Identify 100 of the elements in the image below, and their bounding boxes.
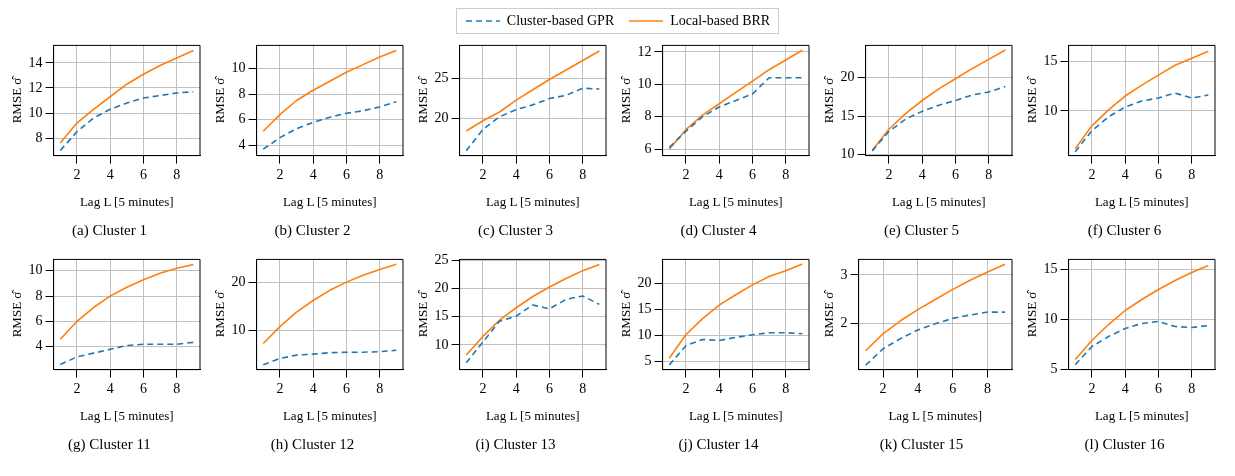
x-tick-label: 8 xyxy=(375,166,383,182)
x-tick-label: 6 xyxy=(342,166,350,182)
y-axis-title: RMSE σ̂ xyxy=(414,288,430,338)
x-tick-label: 8 xyxy=(1187,380,1195,396)
x-axis-title: Lag L [5 minutes] xyxy=(1094,193,1189,209)
y-tick-label: 15 xyxy=(1043,261,1058,277)
x-tick-label: 6 xyxy=(1154,166,1162,182)
x-axis-title: Lag L [5 minutes] xyxy=(688,193,783,209)
x-tick-label: 2 xyxy=(681,380,689,396)
y-tick-label: 3 xyxy=(840,266,848,282)
x-tick-label: 2 xyxy=(1087,380,1095,396)
x-tick-label: 8 xyxy=(172,380,180,396)
legend-label: Local-based BRR xyxy=(670,13,771,29)
legend-label: Cluster-based GPR xyxy=(506,13,615,29)
y-tick-label: 6 xyxy=(35,313,43,329)
y-axis-title: RMSE σ̂ xyxy=(211,288,227,338)
line-series xyxy=(58,90,194,152)
text: (i) Cluster 13 xyxy=(475,436,556,454)
line-series xyxy=(667,77,803,149)
x-tick-label: 8 xyxy=(375,380,383,396)
x-tick-label: 4 xyxy=(715,380,723,396)
text: (d) Cluster 4 xyxy=(680,222,757,240)
x-axis-title: Lag L [5 minutes] xyxy=(79,193,174,209)
y-tick-label: 10 xyxy=(840,146,855,162)
x-tick-label: 8 xyxy=(578,380,586,396)
x-tick-label: 6 xyxy=(951,166,959,182)
y-tick-label: 20 xyxy=(434,110,449,126)
y-tick-label: 5 xyxy=(644,352,652,368)
x-tick-label: 4 xyxy=(512,166,520,182)
y-axis-title: RMSE σ̂ xyxy=(820,288,836,338)
text: (j) Cluster 14 xyxy=(678,436,759,454)
y-tick-label: 10 xyxy=(28,104,43,120)
text: (l) Cluster 16 xyxy=(1084,436,1165,454)
x-tick-label: 2 xyxy=(478,166,486,182)
y-tick-label: 20 xyxy=(434,280,449,296)
x-tick-label: 4 xyxy=(309,166,317,182)
y-tick-label: 20 xyxy=(840,68,855,84)
x-tick-label: 4 xyxy=(918,166,926,182)
text: (e) Cluster 5 xyxy=(884,222,959,240)
y-tick-label: 12 xyxy=(28,79,43,95)
line-series xyxy=(464,295,600,364)
y-axis-title: RMSE σ̂ xyxy=(8,288,24,338)
x-tick-label: 6 xyxy=(342,380,350,396)
y-axis-title: RMSE σ̂ xyxy=(414,74,430,124)
y-tick-label: 10 xyxy=(434,336,449,352)
y-axis-title: RMSE σ̂ xyxy=(1023,74,1039,124)
line-series xyxy=(464,87,600,152)
x-tick-label: 8 xyxy=(781,380,789,396)
y-axis-title: RMSE σ̂ xyxy=(211,74,227,124)
y-tick-label: 2 xyxy=(840,314,848,330)
x-tick-label: 6 xyxy=(139,166,147,182)
y-tick-label: 20 xyxy=(231,273,246,289)
y-tick-label: 10 xyxy=(28,262,43,278)
line-series xyxy=(261,349,397,366)
y-tick-label: 10 xyxy=(637,326,652,342)
line-series xyxy=(261,100,397,150)
y-tick-label: 15 xyxy=(434,308,449,324)
line-series xyxy=(864,311,1006,367)
x-tick-label: 2 xyxy=(275,380,283,396)
x-tick-label: 2 xyxy=(681,166,689,182)
text: (f) Cluster 6 xyxy=(1087,222,1162,240)
x-tick-label: 4 xyxy=(512,380,520,396)
y-tick-label: 25 xyxy=(434,252,449,268)
x-tick-label: 6 xyxy=(545,166,553,182)
x-axis-title: Lag L [5 minutes] xyxy=(891,193,986,209)
text: (b) Cluster 2 xyxy=(274,222,351,240)
y-tick-label: 15 xyxy=(637,300,652,316)
x-tick-label: 6 xyxy=(748,166,756,182)
y-tick-label: 8 xyxy=(35,129,43,145)
y-tick-label: 4 xyxy=(35,338,43,354)
x-tick-label: 8 xyxy=(578,166,586,182)
x-axis-title: Lag L [5 minutes] xyxy=(1094,407,1189,423)
y-tick-label: 20 xyxy=(637,274,652,290)
x-tick-label: 4 xyxy=(106,166,114,182)
y-tick-label: 6 xyxy=(238,111,246,127)
x-tick-label: 8 xyxy=(172,166,180,182)
y-tick-label: 15 xyxy=(840,107,855,123)
line-series xyxy=(1073,320,1209,366)
line-series xyxy=(1073,92,1209,153)
y-tick-label: 6 xyxy=(644,140,652,156)
y-tick-label: 8 xyxy=(35,287,43,303)
y-axis-title: RMSE σ̂ xyxy=(617,74,633,124)
text: (a) Cluster 1 xyxy=(72,222,147,240)
y-tick-label: 15 xyxy=(1043,52,1058,68)
x-axis-title: Lag L [5 minutes] xyxy=(282,407,377,423)
x-tick-label: 6 xyxy=(948,380,956,396)
x-axis-title: Lag L [5 minutes] xyxy=(688,407,783,423)
x-tick-label: 6 xyxy=(1154,380,1162,396)
x-tick-label: 8 xyxy=(984,166,992,182)
line-series xyxy=(870,85,1006,152)
y-axis-title: RMSE σ̂ xyxy=(820,74,836,124)
y-axis-title: RMSE σ̂ xyxy=(8,74,24,124)
x-tick-label: 4 xyxy=(1121,166,1129,182)
x-tick-label: 4 xyxy=(1121,380,1129,396)
x-axis-title: Lag L [5 minutes] xyxy=(485,193,580,209)
y-tick-label: 10 xyxy=(231,322,246,338)
y-tick-label: 12 xyxy=(637,43,652,59)
x-axis-title: Lag L [5 minutes] xyxy=(887,407,982,423)
x-tick-label: 2 xyxy=(1087,166,1095,182)
text: (h) Cluster 12 xyxy=(270,436,355,454)
